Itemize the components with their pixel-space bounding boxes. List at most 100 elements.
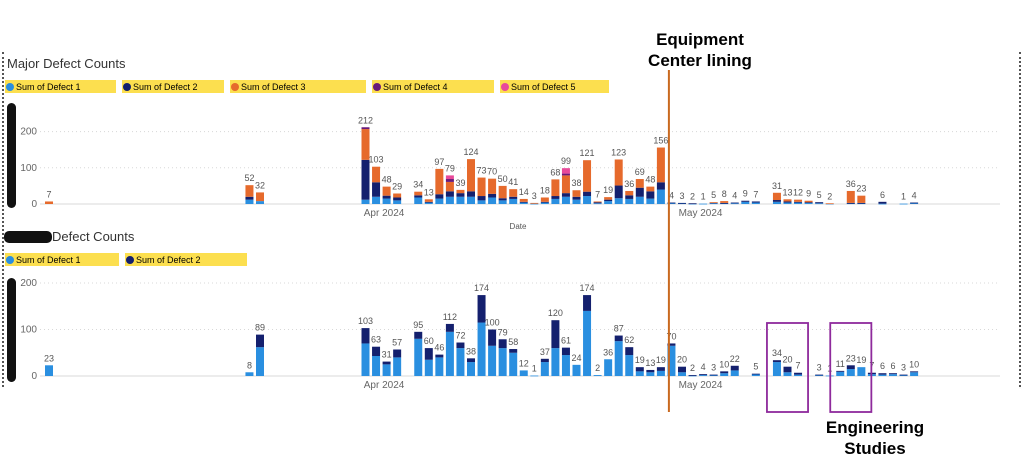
- legend-item-defect4[interactable]: Sum of Defect 4: [372, 80, 494, 93]
- bar-segment-sum-of-defect-2: [540, 358, 549, 363]
- bar-segment-sum-of-defect-1: [604, 201, 613, 204]
- data-label: 174: [580, 283, 595, 293]
- bar-segment-sum-of-defect-2: [561, 347, 570, 356]
- bar-segment-sum-of-defect-2: [772, 360, 781, 363]
- bar-segment-sum-of-defect-1: [730, 203, 739, 205]
- bar-segment-sum-of-defect-1: [815, 375, 824, 376]
- data-label: 87: [614, 324, 624, 334]
- data-label: 36: [624, 179, 634, 189]
- bar-segment-sum-of-defect-3: [825, 203, 834, 205]
- bar-segment-sum-of-defect-1: [540, 202, 549, 204]
- bar-segment-sum-of-defect-1: [382, 198, 391, 204]
- bar-segment-sum-of-defect-1: [667, 345, 676, 376]
- bar-segment-sum-of-defect-2: [509, 196, 518, 199]
- data-label: 121: [580, 148, 595, 158]
- bar-segment-sum-of-defect-2: [889, 373, 897, 375]
- data-label: 2: [827, 191, 832, 201]
- bar-segment-sum-of-defect-2: [424, 201, 433, 203]
- bar-segment-sum-of-defect-2: [509, 349, 518, 353]
- bar-segment-sum-of-defect-4: [445, 179, 454, 182]
- bar-segment-sum-of-defect-1: [488, 345, 497, 376]
- data-label: 31: [772, 181, 782, 191]
- legend-item-defect3[interactable]: Sum of Defect 3: [230, 80, 366, 93]
- bar-segment-sum-of-defect-1: [435, 198, 444, 204]
- bar-segment-sum-of-defect-3: [361, 129, 370, 160]
- data-label: 46: [434, 343, 444, 353]
- bar-segment-sum-of-defect-1: [836, 371, 845, 376]
- legend-item-defect1[interactable]: Sum of Defect 1: [5, 80, 116, 93]
- bar-segment-sum-of-defect-1: [846, 369, 855, 376]
- legend-item-defect2[interactable]: Sum of Defect 2: [122, 80, 224, 93]
- bar-segment-sum-of-defect-1: [519, 202, 528, 204]
- data-label: 124: [463, 147, 478, 157]
- bar-segment-sum-of-defect-1: [614, 198, 623, 204]
- bar-segment-sum-of-defect-3: [561, 175, 570, 194]
- right-page-border: [1019, 52, 1021, 387]
- legend-item-defect2-b[interactable]: Sum of Defect 2: [125, 253, 247, 266]
- bar-segment-sum-of-defect-2: [635, 367, 644, 372]
- bar-segment-sum-of-defect-2: [656, 367, 665, 371]
- bar-segment-sum-of-defect-3: [393, 193, 402, 198]
- data-label: 14: [519, 187, 529, 197]
- bar-segment-sum-of-defect-2: [361, 159, 370, 200]
- data-label: 34: [772, 348, 782, 358]
- bar-segment-sum-of-defect-1: [593, 203, 602, 205]
- major-chart-legend: Sum of Defect 1 Sum of Defect 2 Sum of D…: [5, 80, 615, 93]
- y-tick-label: 200: [20, 127, 37, 138]
- bar-segment-sum-of-defect-2: [720, 371, 729, 374]
- bar-segment-sum-of-defect-2: [635, 187, 644, 197]
- legend-marker-defect1: [6, 82, 14, 91]
- data-label: 8: [247, 360, 252, 370]
- bar-segment-sum-of-defect-1: [646, 198, 655, 204]
- bar-segment-sum-of-defect-2: [614, 335, 623, 342]
- equipment-annotation: Equipment Center lining: [620, 29, 780, 71]
- bar-segment-sum-of-defect-1: [551, 348, 560, 376]
- bar-segment-sum-of-defect-2: [498, 339, 507, 349]
- bar-segment-sum-of-defect-2: [456, 193, 465, 197]
- bar-segment-sum-of-defect-3: [846, 190, 855, 203]
- data-label: 212: [358, 115, 373, 125]
- bar-segment-sum-of-defect-1: [361, 199, 370, 204]
- bar-segment-sum-of-defect-2: [593, 202, 602, 204]
- bar-segment-sum-of-defect-2: [393, 197, 402, 201]
- data-label: 13: [424, 187, 434, 197]
- legend-item-defect5[interactable]: Sum of Defect 5: [500, 80, 609, 93]
- bar-segment-sum-of-defect-3: [477, 177, 486, 197]
- legend-label-defect1: Sum of Defect 1: [16, 81, 81, 92]
- bar-segment-sum-of-defect-1: [878, 374, 887, 376]
- bar-segment-sum-of-defect-3: [551, 179, 560, 197]
- data-label: 34: [413, 180, 423, 190]
- bar-segment-sum-of-defect-1: [720, 373, 729, 376]
- bar-segment-sum-of-defect-3: [635, 179, 644, 188]
- data-label: 70: [487, 167, 497, 177]
- bar-segment-sum-of-defect-3: [414, 191, 423, 196]
- bar-segment-sum-of-defect-3: [772, 192, 781, 201]
- bar-segment-sum-of-defect-1: [393, 357, 402, 376]
- data-label: 73: [477, 166, 487, 176]
- data-label: 19: [635, 355, 645, 365]
- redaction-mark-axis-top: [7, 103, 16, 208]
- bar-segment-sum-of-defect-1: [551, 198, 560, 204]
- data-label: 174: [474, 283, 489, 293]
- legend-item-defect1-b[interactable]: Sum of Defect 1: [5, 253, 119, 266]
- bar-segment-sum-of-defect-2: [836, 370, 845, 372]
- data-label: 1: [901, 192, 906, 202]
- data-label: 32: [255, 180, 265, 190]
- data-label: 62: [624, 335, 634, 345]
- bar-segment-sum-of-defect-2: [498, 198, 507, 201]
- data-label: 60: [424, 336, 434, 346]
- legend-label-defect4: Sum of Defect 4: [383, 81, 448, 92]
- bar-segment-sum-of-defect-1: [688, 375, 697, 377]
- bar-segment-sum-of-defect-2: [678, 202, 686, 204]
- data-label: 20: [677, 355, 687, 365]
- data-label: 6: [890, 361, 895, 371]
- bar-segment-sum-of-defect-2: [245, 196, 254, 200]
- data-label: 20: [782, 355, 792, 365]
- equipment-annotation-line1: Equipment: [656, 30, 744, 49]
- bar-segment-sum-of-defect-2: [477, 196, 486, 201]
- data-label: 103: [369, 155, 384, 165]
- bar-segment-sum-of-defect-1: [477, 322, 486, 376]
- data-label: 9: [806, 189, 811, 199]
- y-tick-label: 100: [20, 325, 37, 336]
